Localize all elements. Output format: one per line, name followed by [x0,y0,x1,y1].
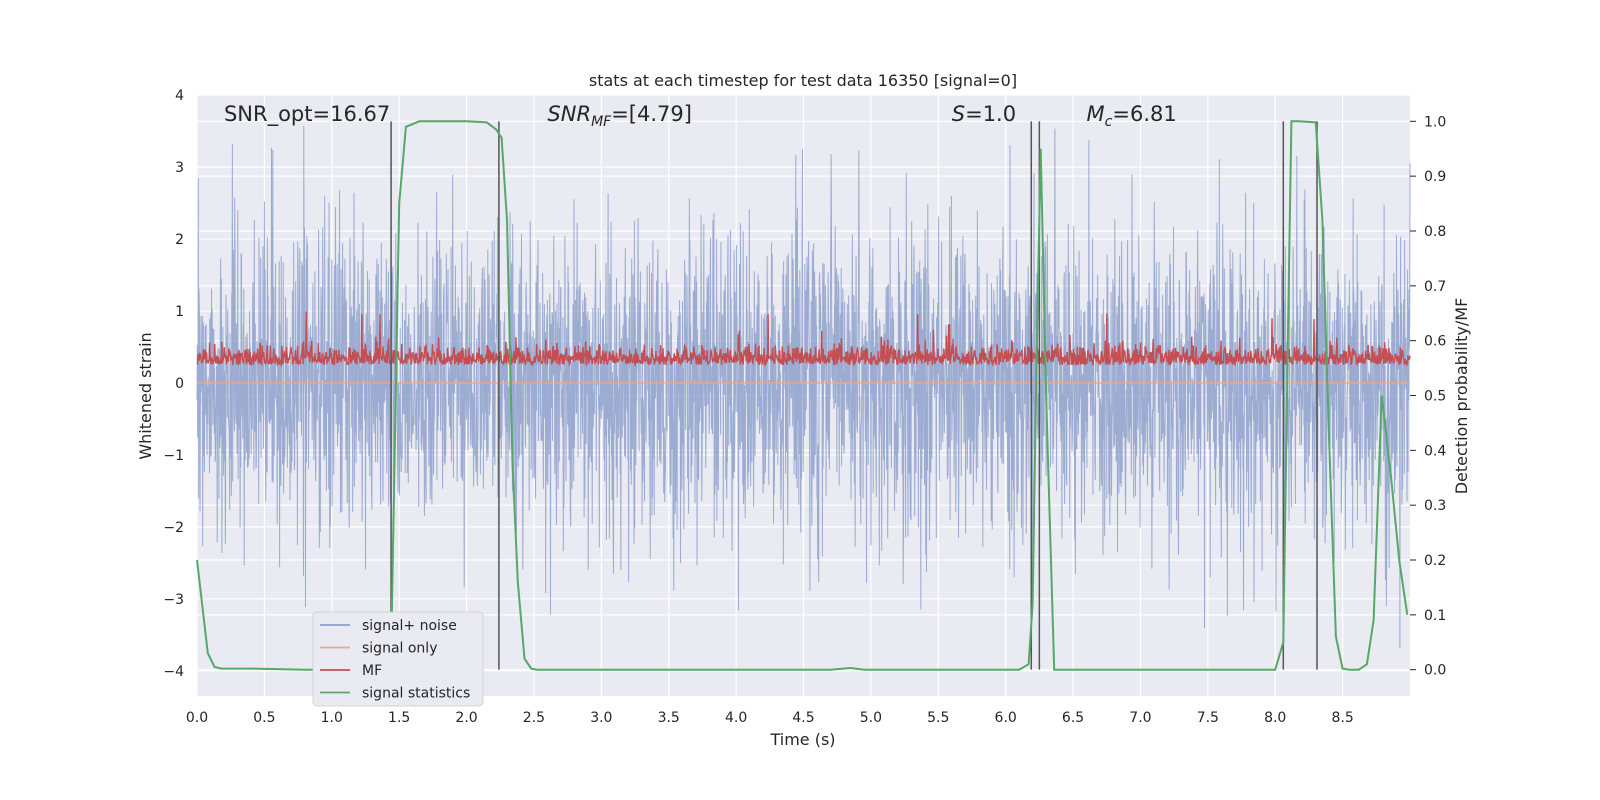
y-tick-label: 2 [175,232,184,248]
legend-box [312,611,484,707]
legend-label: signal only [362,641,437,657]
x-tick-label: 8.0 [1264,710,1286,726]
y2-tick-label: 0.7 [1424,279,1446,295]
y2-tick-label: 0.0 [1424,663,1446,679]
x-axis-label: Time (s) [769,730,835,749]
legend: signal+ noise signal only MF signal statist… [312,611,484,707]
x-tick-label: 1.5 [388,710,410,726]
signal-noise-series [196,125,1411,649]
x-tick-label: 6.5 [1062,710,1084,726]
annotation-text: SNR_opt=16.67 [224,102,390,127]
signal-noise-line [196,125,1411,649]
x-tick-label: 4.5 [792,710,814,726]
legend-label: MF [362,663,382,679]
x-tick-label: 3.0 [590,710,612,726]
signal-statistics-series [196,120,1409,671]
x-tick-label: 3.5 [658,710,680,726]
mf-line [196,311,1411,368]
y-tick-label: 4 [175,88,184,104]
y-tick-label: 0 [175,376,184,392]
y-axis-ticks: 4 3 2 1 0 −1 −2 −3 −4 [163,88,184,680]
x-tick-label: 8.5 [1331,710,1353,726]
annotation-text: S=1.0 [952,102,1016,126]
legend-label: signal+ noise [362,618,457,634]
x-tick-label: 2.5 [523,710,545,726]
y2-axis-ticks: 0.0 0.1 0.2 0.3 0.4 0.5 0.6 0.7 0.8 0.9 1.0 [1410,114,1446,679]
x-tick-label: 1.0 [321,710,343,726]
vertical-markers [390,121,1318,670]
x-tick-label: 0.0 [186,710,208,726]
y2-tick-label: 0.3 [1424,498,1446,514]
x-tick-label: 7.0 [1129,710,1151,726]
annotation-text: Mc=6.81 [1087,102,1177,130]
x-tick-label: 7.5 [1197,710,1219,726]
x-tick-label: 6.0 [995,710,1017,726]
mf-series [196,311,1411,368]
y2-tick-label: 0.6 [1424,334,1446,350]
chart-title: stats at each timestep for test data 163… [589,71,1017,90]
y2-tick-label: 0.4 [1424,443,1446,459]
x-tick-label: 2.0 [455,710,477,726]
y2-tick-label: 0.8 [1424,224,1446,240]
signal-statistics-line [196,120,1409,671]
y-tick-label: 1 [175,304,184,320]
y-axis-label: Whitened strain [136,332,155,459]
y2-axis-label: Detection probability/MF [1452,298,1471,495]
legend-label: signal statistics [362,686,470,702]
legend-items: signal+ noise signal only MF signal statist… [320,618,470,702]
annotation-text: SNRMF=[4.79] [547,102,692,130]
y2-tick-label: 1.0 [1424,114,1446,130]
y-tick-label: −4 [163,664,184,680]
x-tick-label: 5.0 [860,710,882,726]
x-tick-label: 5.5 [927,710,949,726]
annotations: SNR_opt=16.67 SNRMF=[4.79] S=1.0 Mc=6.81 [224,102,1177,130]
y-tick-label: 3 [175,160,184,176]
x-tick-label: 0.5 [253,710,275,726]
y2-tick-label: 0.2 [1424,553,1446,569]
x-tick-label: 4.0 [725,710,747,726]
y-tick-label: −3 [163,592,184,608]
y2-tick-label: 0.9 [1424,169,1446,185]
y2-tick-label: 0.1 [1424,608,1446,624]
y-tick-label: −2 [163,520,184,536]
y-tick-label: −1 [163,448,184,464]
x-axis-ticks: 0.0 0.5 1.0 1.5 2.0 2.5 3.0 3.5 4.0 4.5 5.0 5.5 6.0 6… [186,710,1354,726]
y2-tick-label: 0.5 [1424,389,1446,405]
